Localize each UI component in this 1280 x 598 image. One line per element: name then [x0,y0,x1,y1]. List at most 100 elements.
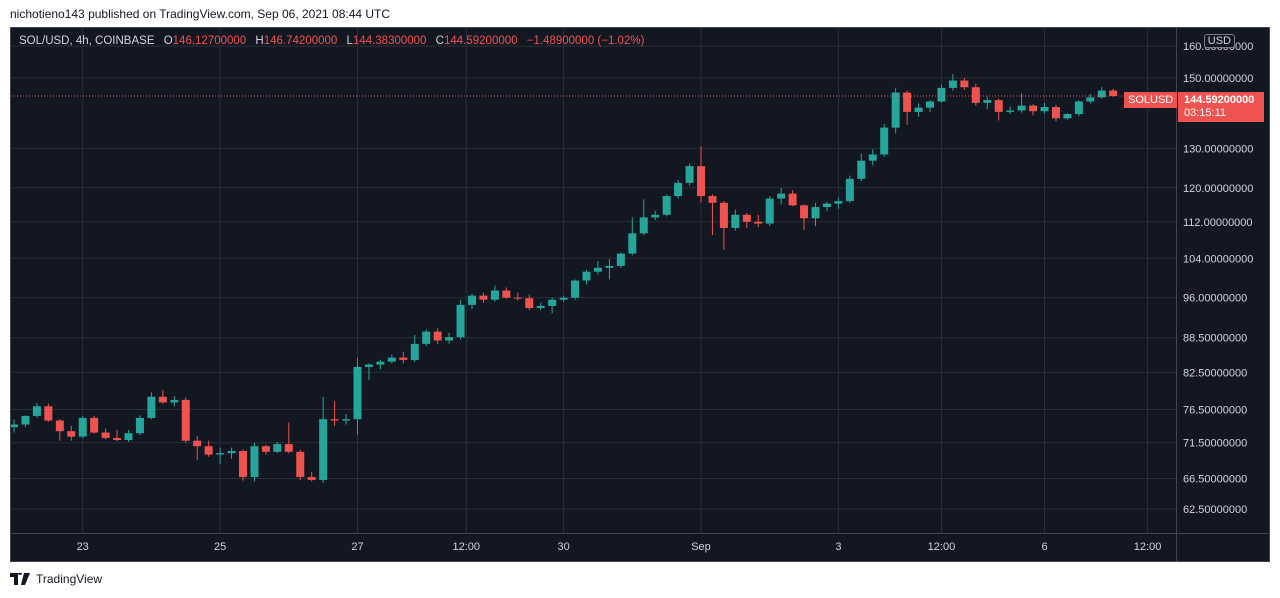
candle-up [880,124,889,157]
candle-body [78,417,87,437]
candle-body [536,305,545,309]
candle-body [158,396,167,403]
close-value: 144.59200000 [443,35,518,47]
candle-body [960,80,969,88]
grid [11,28,1176,533]
low-value: 144.38300000 [352,35,427,47]
candle-up [948,74,957,91]
candle-up [78,415,87,438]
tradingview-logo-icon [10,573,30,585]
candle-up [135,415,144,436]
candle-up [605,259,614,280]
candle-down [788,190,797,207]
price-axis[interactable]: 160.00000000150.00000000130.00000000120.… [1183,41,1253,516]
candle-up [548,297,557,314]
bar-countdown: 03:15:11 [1184,107,1227,119]
brand-name: TradingView [36,572,103,586]
candle-down [479,292,488,303]
candle-up [765,196,774,227]
candle-body [445,337,454,341]
candle-body [261,446,270,452]
candle-down [433,328,442,344]
candle-body [216,453,225,455]
legend-symbol[interactable]: SOL/USD, 4h, COINBASE [19,35,155,47]
candle-up [342,413,351,425]
candle-body [937,87,946,102]
candle-down [158,389,167,404]
candle-body [307,476,316,480]
candle-body [1006,110,1015,112]
candle-up [639,199,648,236]
candle-up [891,87,900,134]
candle-body [571,280,580,298]
candle-up [651,210,660,221]
candle-body [857,160,866,179]
candle-body [788,193,797,206]
candle-down [513,292,522,301]
candle-body [662,196,671,215]
time-tick-label: 27 [351,541,363,553]
open-label: O [163,35,173,47]
candle-body [319,419,328,480]
candle-down [44,403,53,422]
candle-body [376,361,385,365]
candle-body [135,417,144,434]
published-info: nichotieno143 published on TradingView.c… [10,7,391,21]
candle-up [582,269,591,285]
candle-body [765,198,774,224]
price-tick-label: 62.50000000 [1183,504,1247,516]
candle-up [1074,100,1083,117]
chart-panel[interactable]: 160.00000000150.00000000130.00000000120.… [10,27,1270,562]
candle-body [387,357,396,362]
candle-up [571,279,580,300]
candle-body [1086,97,1095,102]
candle-body [754,221,763,224]
candle-up [364,363,373,381]
time-tick-label: 23 [77,541,89,553]
candle-body [204,446,213,455]
candle-down [754,214,763,228]
candle-up [777,187,786,205]
candle-body [227,451,236,454]
price-tick-label: 82.50000000 [1183,367,1247,379]
candle-up [387,354,396,364]
time-tick-label: Sep [691,541,711,553]
candle-body [1097,90,1106,98]
candle-body [456,304,465,338]
candle-up [536,302,545,311]
candle-body [742,214,751,222]
candle-body [1109,90,1118,96]
candle-body [44,406,53,421]
candle-up [319,396,328,483]
candle-body [490,290,499,300]
candlestick-chart[interactable]: 160.00000000150.00000000130.00000000120.… [11,28,1269,561]
candle-down [525,294,534,311]
tradingview-branding[interactable]: TradingView [10,572,102,586]
candle-up [731,209,740,231]
time-axis[interactable]: 23 25 27 12:00 30 Sep 3 12:00 6 12:00 [77,541,1162,553]
candle-up [857,153,866,182]
candle-up [1017,93,1026,113]
candle-up [674,179,683,199]
currency-button[interactable]: USD [1203,34,1235,48]
candle-body [822,203,831,208]
candle-up [914,103,923,117]
candle-up [410,334,419,363]
candle-down [960,77,969,90]
candle-body [422,331,431,344]
candle-down [90,415,99,434]
candle-down [296,449,305,480]
candle-up [468,293,476,310]
candle-up [926,100,934,112]
candle-up [147,392,156,420]
candle-up [170,396,179,407]
candle-up [227,447,236,459]
candle-down [55,419,64,441]
candle-body [891,92,900,128]
candle-body [971,87,980,103]
candle-body [113,437,122,441]
candle-up [1006,106,1015,115]
candle-body [559,297,568,300]
candle-down [101,428,110,440]
candle-body [55,420,64,432]
